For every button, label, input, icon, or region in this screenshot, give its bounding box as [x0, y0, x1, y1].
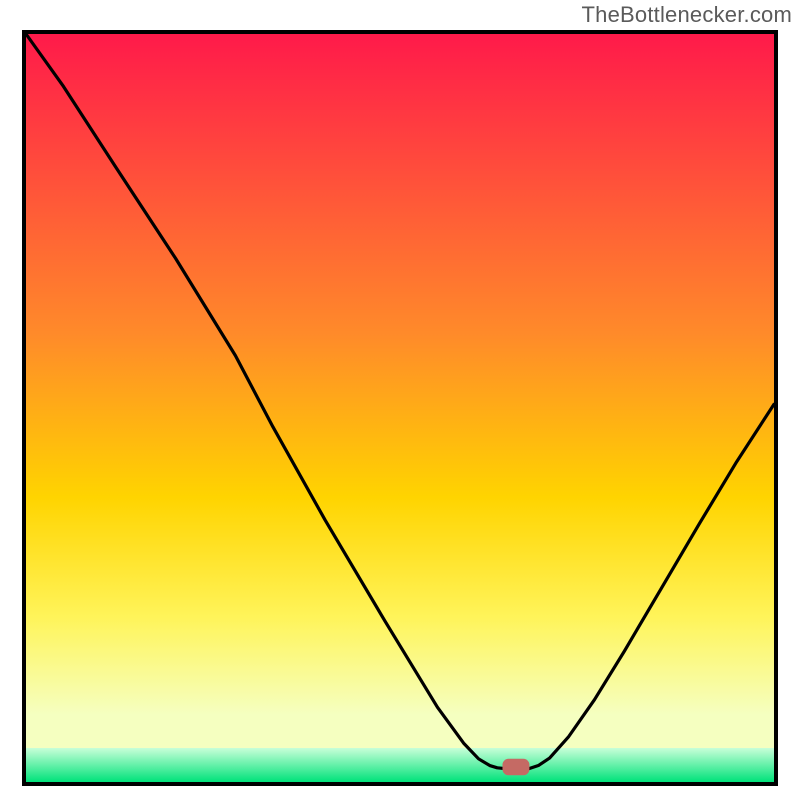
watermark-text: TheBottlenecker.com [582, 2, 792, 28]
chart-canvas: TheBottlenecker.com [0, 0, 800, 800]
plot-area [22, 30, 778, 786]
plot-background [22, 30, 778, 786]
gradient-main [26, 34, 774, 782]
gradient-band [26, 748, 774, 782]
